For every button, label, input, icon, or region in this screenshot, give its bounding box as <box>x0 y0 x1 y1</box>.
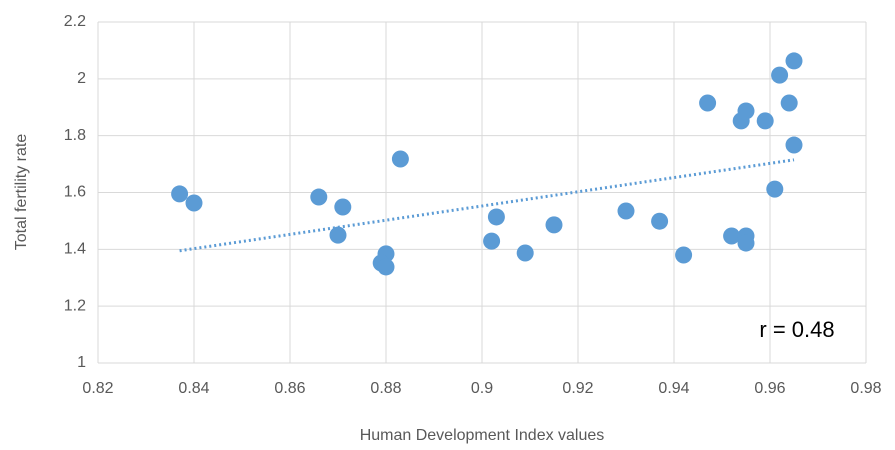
x-tick-label: 0.9 <box>471 380 493 397</box>
x-tick-label: 0.96 <box>754 380 785 397</box>
point <box>171 185 189 203</box>
point <box>617 202 635 220</box>
point <box>737 234 755 252</box>
point <box>391 150 409 168</box>
point <box>675 246 693 264</box>
point <box>723 227 741 245</box>
annotation: r = 0.48 <box>759 317 834 342</box>
point <box>756 112 774 130</box>
x-axis-label: Human Development Index values <box>360 427 605 444</box>
point <box>545 216 563 234</box>
x-tick-label: 0.84 <box>178 380 209 397</box>
point <box>699 94 717 112</box>
x-tick-label: 0.86 <box>274 380 305 397</box>
x-tick-label: 0.82 <box>82 380 113 397</box>
point <box>310 188 328 206</box>
y-tick-label: 2.2 <box>64 13 86 30</box>
y-tick-label: 1.2 <box>64 297 86 314</box>
point <box>737 102 755 120</box>
point <box>785 136 803 154</box>
point <box>785 52 803 70</box>
point <box>651 212 669 230</box>
y-tick-label: 1.6 <box>64 184 86 201</box>
point <box>185 194 203 212</box>
x-tick-label: 0.92 <box>562 380 593 397</box>
point <box>771 66 789 84</box>
point <box>487 208 505 226</box>
y-tick-label: 1.4 <box>64 241 86 258</box>
x-tick-label: 0.98 <box>850 380 881 397</box>
trendline <box>179 158 795 253</box>
y-tick-label: 2 <box>77 70 86 87</box>
point <box>329 226 347 244</box>
point <box>334 198 352 216</box>
point <box>377 258 395 276</box>
y-axis-label: Total fertility rate <box>13 134 30 251</box>
point <box>780 94 798 112</box>
y-tick-label: 1 <box>77 354 86 371</box>
point <box>516 244 534 262</box>
point <box>766 180 784 198</box>
y-tick-label: 1.8 <box>64 127 86 144</box>
x-tick-label: 0.88 <box>370 380 401 397</box>
point <box>483 232 501 250</box>
x-tick-label: 0.94 <box>658 380 689 397</box>
